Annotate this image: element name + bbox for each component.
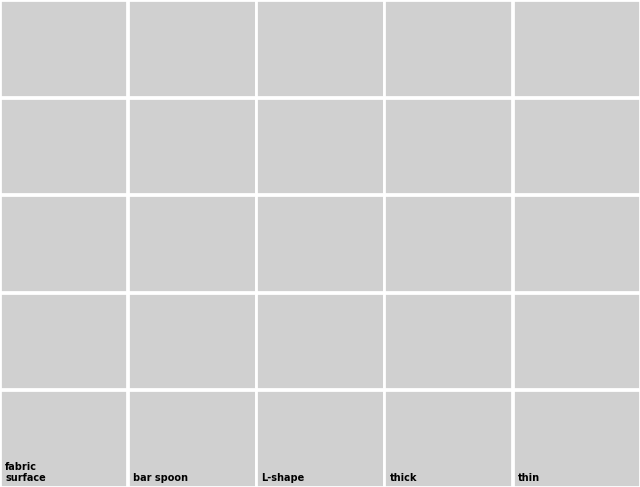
Text: fabric
surface: fabric surface [5,462,46,483]
Text: thick: thick [390,473,417,483]
Text: bar spoon: bar spoon [133,473,188,483]
Text: L-shape: L-shape [261,473,305,483]
Text: thin: thin [518,473,540,483]
